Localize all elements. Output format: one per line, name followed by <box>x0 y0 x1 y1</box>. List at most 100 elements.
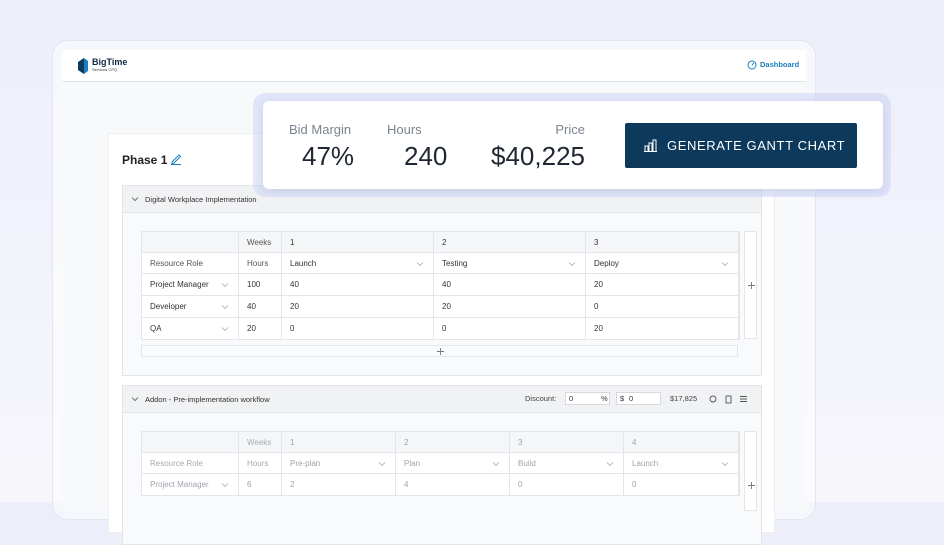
add-column[interactable] <box>744 231 757 339</box>
hours-header: Hours <box>247 258 269 268</box>
gantt-button[interactable]: GENERATE GANTT CHART <box>625 123 857 168</box>
weeks-header: Weeks <box>247 437 272 447</box>
table-cell: 0 <box>509 473 624 496</box>
add-icon[interactable] <box>747 281 756 290</box>
table-cell: Pre-plan <box>281 452 396 474</box>
table-cell: Project Manager <box>141 473 239 496</box>
logo-icon <box>78 58 88 74</box>
phase-select: Launch <box>632 458 659 468</box>
table-cell: Testing <box>433 252 586 274</box>
table-cell <box>738 452 740 474</box>
chevron <box>221 283 229 288</box>
phase-select: Testing <box>442 258 468 268</box>
metric-value: 240 <box>404 141 448 171</box>
hours-cell: 6 <box>247 480 252 489</box>
table-cell: 40 <box>238 295 282 318</box>
metric-label: Bid Margin <box>289 122 352 137</box>
allocation-cell: 20 <box>442 302 451 311</box>
chevron <box>492 461 500 466</box>
table-cell: 0 <box>623 473 739 496</box>
hours-cell: 40 <box>247 302 256 311</box>
allocation-cell: 40 <box>290 280 299 289</box>
phase-select: Build <box>518 458 536 468</box>
edit-icon[interactable] <box>170 152 182 165</box>
metric-label: Price <box>555 122 585 137</box>
discount-input[interactable]: 0% <box>565 392 610 405</box>
chart-icon <box>644 139 657 152</box>
discount-label: Discount: <box>525 394 557 403</box>
allocation-cell: 0 <box>518 480 523 489</box>
table-cell: 100 <box>238 273 282 296</box>
week-number: 3 <box>518 437 523 447</box>
resource-table: Weeks 1 2 3 Resource Role Hours Launch Testing D… <box>141 231 740 340</box>
allocation-cell: 2 <box>290 480 295 489</box>
table-cell: 0 <box>585 295 739 318</box>
header-cell: 4 <box>623 431 739 453</box>
table-cell: Project Manager <box>141 273 239 296</box>
nav-link[interactable]: Dashboard <box>760 60 800 69</box>
allocation-cell: 4 <box>404 480 409 489</box>
week-number: 2 <box>442 237 447 247</box>
table-cell: 0 <box>433 317 586 340</box>
allocation-cell: 40 <box>442 280 451 289</box>
logo-subtitle: Services CPQ <box>92 67 118 72</box>
chevron <box>221 305 229 310</box>
top-bar: BigTime Services CPQ Dashboard <box>62 50 806 82</box>
table-cell <box>738 317 740 340</box>
table-cell: Build <box>509 452 624 474</box>
week-number: 1 <box>290 437 295 447</box>
section-actions[interactable] <box>709 394 757 404</box>
add-icon[interactable] <box>436 347 445 356</box>
table-cell: 20 <box>433 295 586 318</box>
allocation-cell: 0 <box>442 324 447 333</box>
role-select: QA <box>150 324 162 333</box>
chevron <box>131 197 139 202</box>
table-cell: Launch <box>281 252 434 274</box>
table-cell: 20 <box>238 317 282 340</box>
header-cell: 1 <box>281 231 434 253</box>
header-cell: 2 <box>433 231 586 253</box>
amount-input[interactable]: $0 <box>616 392 661 405</box>
table-cell: 0 <box>281 317 434 340</box>
table-cell: 40 <box>281 273 434 296</box>
chevron <box>606 461 614 466</box>
chevron <box>378 461 386 466</box>
logo-title: BigTime <box>92 57 128 67</box>
allocation-cell: 20 <box>594 324 603 333</box>
section-total: $17,825 <box>670 394 698 403</box>
table-cell: Developer <box>141 295 239 318</box>
section-title: Addon - Pre-implementation workflow <box>145 395 270 404</box>
week-number: 4 <box>632 437 637 447</box>
phase-title: Phase 1 <box>122 153 168 167</box>
add-row[interactable] <box>141 345 738 357</box>
phase-select: Plan <box>404 458 421 468</box>
table-cell: QA <box>141 317 239 340</box>
section: Addon - Pre-implementation workflow Disco… <box>122 385 762 545</box>
table-cell: 20 <box>585 317 739 340</box>
allocation-cell: 0 <box>632 480 637 489</box>
table-cell: Resource Role <box>141 252 239 274</box>
section-title: Digital Workplace Implementation <box>145 195 257 204</box>
resource-table: Weeks 1 2 3 4 Resource Role Hours Pre-plan Plan B… <box>141 431 740 496</box>
header-cell: Weeks <box>238 431 282 453</box>
role-select: Project Manager <box>150 480 209 489</box>
table-cell: 20 <box>281 295 434 318</box>
add-column[interactable] <box>744 431 757 511</box>
hours-cell: 20 <box>247 324 256 333</box>
chevron <box>721 461 729 466</box>
role-header: Resource Role <box>150 458 203 468</box>
dashboard-icon <box>747 60 757 70</box>
role-select: Developer <box>150 302 187 311</box>
hours-header: Hours <box>247 458 269 468</box>
table-cell: 6 <box>238 473 282 496</box>
role-select: Project Manager <box>150 280 209 289</box>
allocation-cell: 0 <box>594 302 599 311</box>
table-cell: Plan <box>395 452 510 474</box>
table-cell: 4 <box>395 473 510 496</box>
phase-select: Launch <box>290 258 317 268</box>
header-cell: 3 <box>509 431 624 453</box>
add-icon[interactable] <box>747 481 756 490</box>
summary-card: Bid Margin 47% Hours 240 Price $40,225 GENERA… <box>263 101 883 189</box>
percent-sign: % <box>601 394 608 403</box>
